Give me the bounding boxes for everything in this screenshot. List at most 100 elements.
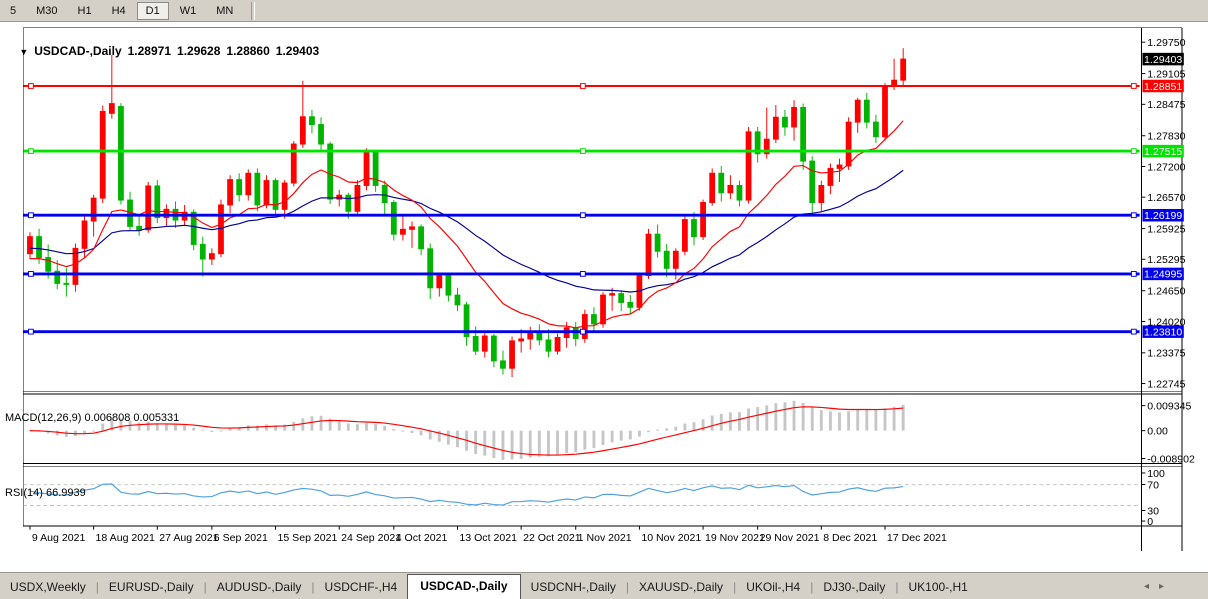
tab-separator: | xyxy=(203,580,207,594)
hline-handle[interactable] xyxy=(579,271,586,277)
hline-handle[interactable] xyxy=(579,83,586,89)
macd-histogram-bar xyxy=(738,412,741,431)
macd-histogram-bar xyxy=(283,424,287,431)
macd-histogram-bar xyxy=(719,413,723,431)
macd-histogram-bar xyxy=(828,411,832,431)
candle-bull xyxy=(108,103,115,114)
candle-bull xyxy=(645,233,652,277)
macd-histogram-bar xyxy=(510,430,514,460)
candle-bull xyxy=(900,58,907,81)
hline-handle[interactable] xyxy=(1130,83,1137,89)
tab-scroll-left-icon[interactable]: ◂ xyxy=(1143,581,1159,592)
ma-fast-line xyxy=(29,120,904,329)
tab-scroll-arrows[interactable]: ◂▸ xyxy=(1144,581,1174,592)
hline-handle[interactable] xyxy=(1130,148,1137,154)
candle-bear xyxy=(390,202,397,235)
macd-histogram-bar xyxy=(537,430,541,457)
hline-price-badge xyxy=(1142,325,1184,338)
timeframe-button-D1[interactable]: D1 xyxy=(136,1,169,20)
candle-bear xyxy=(754,131,761,155)
candle-bull xyxy=(90,197,97,222)
candle-bear xyxy=(809,160,816,203)
tab-scroll-right-icon[interactable]: ▸ xyxy=(1158,581,1174,592)
rsi-axis-label: 100 xyxy=(1147,468,1165,480)
macd-histogram-bar xyxy=(64,430,68,437)
candle-bull xyxy=(281,182,288,210)
hline-handle[interactable] xyxy=(1130,271,1137,277)
hline-handle[interactable] xyxy=(28,148,34,154)
macd-histogram-bar xyxy=(774,403,778,431)
tab-separator: | xyxy=(95,580,99,594)
candle-bull xyxy=(218,204,224,255)
candle-bull xyxy=(700,202,706,238)
hline-handle[interactable] xyxy=(1130,328,1137,335)
macd-histogram-bar xyxy=(819,409,823,431)
tab-ukoil-h4[interactable]: UKOil-,H4 xyxy=(746,580,801,594)
macd-histogram-bar xyxy=(710,415,714,431)
macd-histogram-bar xyxy=(183,425,187,431)
macd-histogram-bar xyxy=(519,430,523,459)
candle-bull xyxy=(245,172,252,196)
macd-histogram-bar xyxy=(146,421,150,431)
hline-handle[interactable] xyxy=(579,212,586,219)
date-label: 13 Oct 2021 xyxy=(459,532,517,544)
macd-histogram-bar xyxy=(474,430,478,455)
candle-bear xyxy=(318,124,324,145)
symbol-dropdown-arrow[interactable]: ▼ xyxy=(19,47,29,57)
tab-usdx-weekly[interactable]: USDX,Weekly xyxy=(10,580,86,594)
tab-eurusd-daily[interactable]: EURUSD-,Daily xyxy=(108,580,194,594)
macd-indicator-label: MACD(12,26,9) 0.006808 0.005331 xyxy=(5,412,180,424)
tab-usdcad-daily[interactable]: USDCAD-,Daily xyxy=(407,574,521,599)
hline-handle[interactable] xyxy=(28,83,34,89)
candle-bull xyxy=(554,337,561,352)
candle-bull xyxy=(509,340,515,369)
rsi-indicator-label: RSI(14) 66.9939 xyxy=(5,487,86,499)
macd-histogram-bar xyxy=(883,408,887,431)
price-chart-canvas[interactable]: 1.28851 1.27515 1.26199 1.24995 1.23810 1.294… xyxy=(0,22,1208,572)
candle-bear xyxy=(36,236,42,259)
timeframe-button-M30[interactable]: M30 xyxy=(36,4,58,17)
tab-usdchf-h4[interactable]: USDCHF-,H4 xyxy=(324,580,398,594)
hline-handle[interactable] xyxy=(579,148,586,154)
macd-histogram-bar xyxy=(401,430,405,432)
candle-bull xyxy=(299,116,306,145)
candle-bull xyxy=(400,228,406,235)
macd-histogram-bar xyxy=(246,425,250,431)
macd-histogram-bar xyxy=(574,430,578,453)
hline-handle[interactable] xyxy=(28,271,34,277)
timeframe-button-H4[interactable]: H4 xyxy=(111,4,126,17)
macd-histogram-bar xyxy=(456,430,459,448)
timeframe-button-MN[interactable]: MN xyxy=(216,4,234,17)
hline-handle[interactable] xyxy=(1130,212,1137,219)
macd-histogram-bar xyxy=(319,415,323,431)
timeframe-button-W1[interactable]: W1 xyxy=(179,4,197,17)
ma-slow-line xyxy=(29,169,904,293)
candle-bear xyxy=(418,226,424,250)
candle-bear xyxy=(800,107,807,162)
hline-handle[interactable] xyxy=(579,328,586,335)
macd-histogram-bar xyxy=(119,418,123,431)
current-price-badge-label: 1.29403 xyxy=(1144,54,1182,66)
timeframe-button-H1[interactable]: H1 xyxy=(77,4,92,17)
candle-bull xyxy=(772,116,779,140)
macd-histogram-bar xyxy=(92,430,96,432)
macd-histogram-bar xyxy=(155,423,159,431)
timeframe-button-5[interactable]: 5 xyxy=(10,4,17,17)
tab-uk100-h1[interactable]: UK100-,H1 xyxy=(908,580,968,594)
tab-usdcnh-daily[interactable]: USDCNH-,Daily xyxy=(530,580,616,594)
tab-xauusd-daily[interactable]: XAUUSD-,Daily xyxy=(639,580,724,594)
chart-window: 1.28851 1.27515 1.26199 1.24995 1.23810 1.294… xyxy=(0,22,1208,572)
hline-handle[interactable] xyxy=(28,328,34,335)
tab-dj30-daily[interactable]: DJ30-,Daily xyxy=(823,580,886,594)
hline-handle[interactable] xyxy=(28,212,34,219)
candle-bear xyxy=(327,143,334,200)
macd-histogram-bar xyxy=(856,409,860,431)
macd-histogram-bar xyxy=(592,430,596,448)
macd-histogram-bar xyxy=(255,425,259,431)
macd-histogram-bar xyxy=(137,422,141,431)
candle-bull xyxy=(481,335,488,352)
tab-audusd-daily[interactable]: AUDUSD-,Daily xyxy=(216,580,302,594)
candle-bear xyxy=(654,233,661,252)
macd-histogram-bar xyxy=(55,430,59,436)
macd-histogram-bar xyxy=(164,423,168,431)
